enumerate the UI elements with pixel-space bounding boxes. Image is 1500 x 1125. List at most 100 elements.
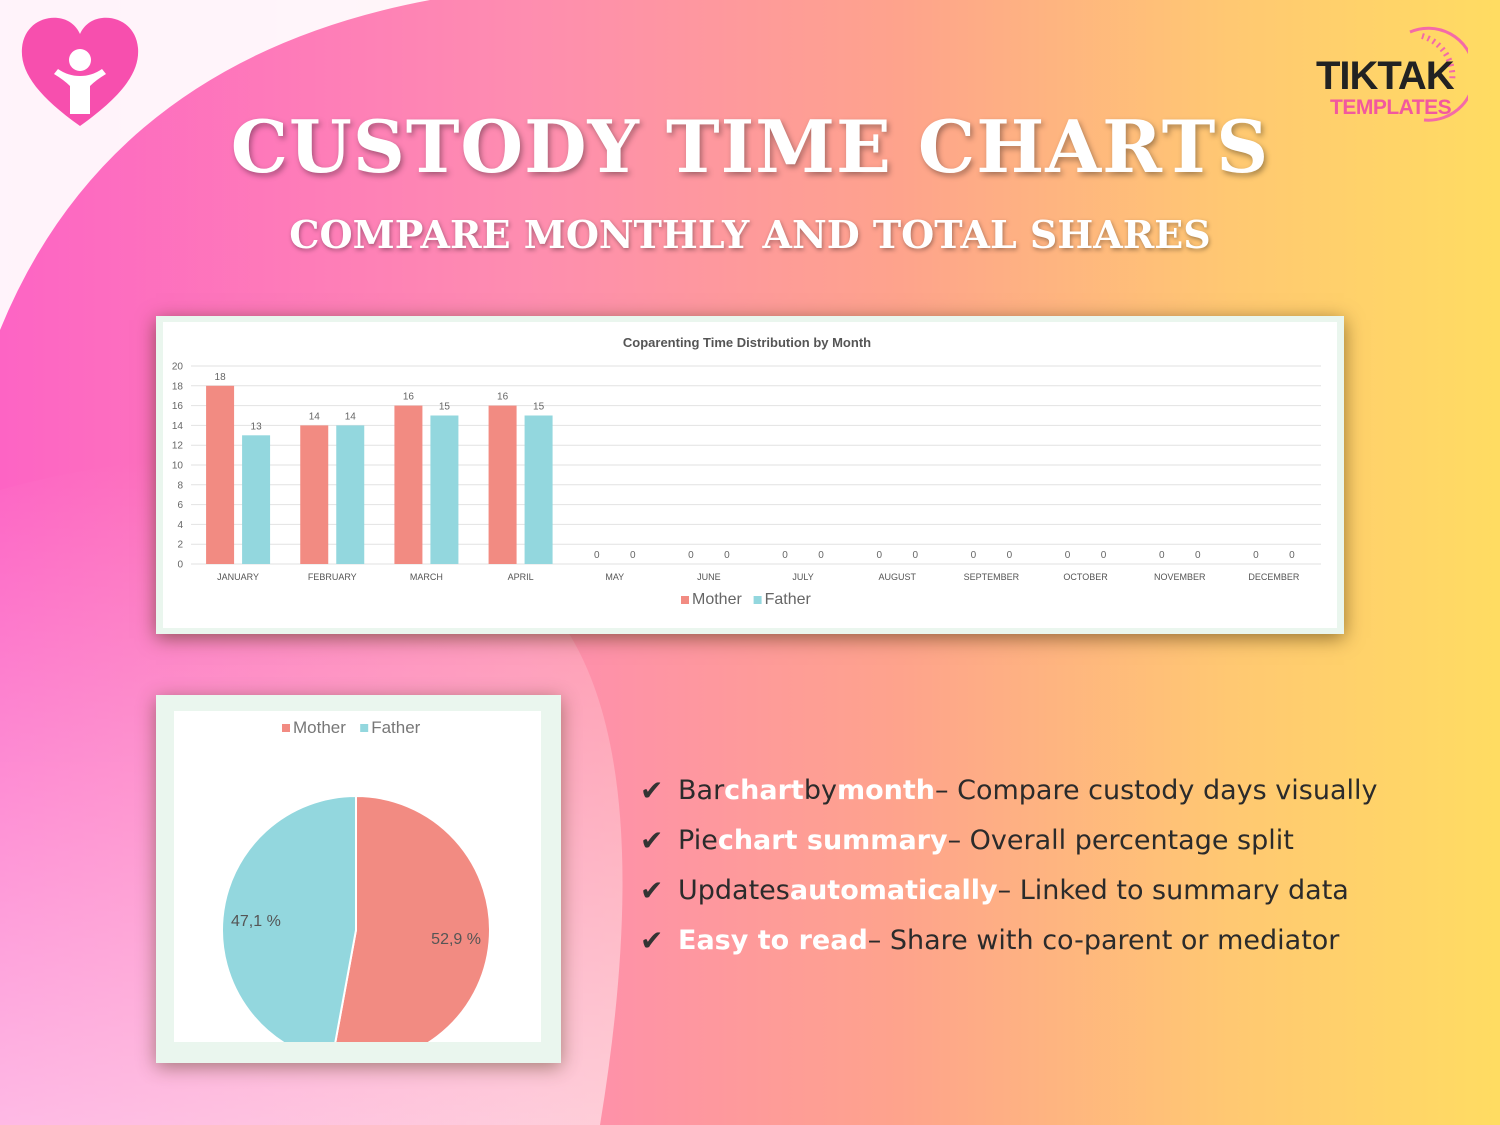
brand-ring [1409,26,1468,122]
bar [206,385,235,564]
bar [300,425,329,564]
feature-text: – Linked to summary data [997,874,1349,906]
data-label: 0 [818,550,824,561]
pie-slice [221,794,357,1063]
data-label: 0 [1195,550,1201,561]
x-tick-label: DECEMBER [1248,572,1300,582]
feature-item: ✔ Easy to read – Share with co-parent or … [640,915,1480,965]
feature-highlight: chart [724,774,804,806]
heart-person-icon [21,17,139,126]
feature-item: ✔ Pie chart summary – Overall percentage … [640,815,1480,865]
data-label: 16 [497,392,509,403]
legend-swatch [753,596,762,604]
feature-text: – Overall percentage split [947,824,1294,856]
brand-name: TIKTAK [1316,54,1455,98]
data-label: 0 [1159,550,1165,561]
check-icon: ✔ [640,773,664,807]
brand-subname: TEMPLATES [1330,96,1452,119]
data-label: 0 [1007,550,1013,561]
legend-label: Father [371,718,420,737]
y-tick-label: 0 [177,560,183,571]
bar-chart-card: Coparenting Time Distribution by Month 0 2… [156,316,1344,634]
check-icon: ✔ [640,873,664,907]
data-label: 0 [1289,550,1295,561]
legend-swatch [681,596,689,604]
bar-chart-panel: Coparenting Time Distribution by Month 0 2… [163,322,1337,628]
data-label: 13 [251,421,263,432]
pie-data-label: 52,9 % [431,931,481,948]
data-label: 14 [345,411,357,422]
x-tick-label: JUNE [697,572,721,582]
chart-title: Coparenting Time Distribution by Month [623,335,871,350]
y-tick-label: 10 [172,461,184,472]
pie-chart-panel: Mother Father 52,9 % 47,1 % [174,711,541,1065]
page-title: CUSTODY TIME CHARTS [230,104,1270,189]
feature-item: ✔ Updates automatically – Linked to summa… [640,865,1480,915]
feature-list: ✔ Bar chart by month – Compare custody da… [640,765,1480,965]
bar-chart: Coparenting Time Distribution by Month 0 2… [172,335,1321,608]
data-label: 15 [533,402,545,413]
x-tick-label: JULY [792,572,813,582]
page-subtitle: COMPARE MONTHLY AND TOTAL SHARES [289,212,1211,257]
y-tick-label: 16 [172,401,184,412]
y-tick-label: 20 [172,362,184,373]
y-tick-label: 18 [172,381,184,392]
feature-highlight: automatically [789,874,998,906]
legend-label: Mother [692,591,742,608]
feature-text: Pie [678,824,718,856]
data-label: 0 [912,550,918,561]
x-tick-label: FEBRUARY [308,572,357,582]
data-label: 0 [630,550,636,561]
bar [430,415,459,564]
feature-item: ✔ Bar chart by month – Compare custody da… [640,765,1480,815]
bar [336,425,365,564]
y-tick-label: 2 [177,540,183,551]
brand-logo: TIKTAK TEMPLATES [1312,22,1468,122]
y-tick-label: 8 [177,480,183,491]
x-tick-label: AUGUST [878,572,916,582]
bar [524,415,553,564]
y-tick-label: 6 [177,500,183,511]
legend-swatch [360,724,369,732]
feature-highlight: month [836,774,936,806]
data-label: 0 [971,550,977,561]
data-label: 18 [215,372,227,383]
x-tick-label: MAY [605,572,624,582]
legend-swatch [282,724,290,732]
pie-data-label: 47,1 % [231,913,281,930]
bar [394,405,423,564]
data-label: 0 [782,550,788,561]
pie-chart-card: Mother Father 52,9 % 47,1 % [156,695,561,1065]
data-label: 0 [876,550,882,561]
feature-highlight: chart summary [717,824,948,856]
x-tick-label: JANUARY [217,572,259,582]
y-tick-label: 14 [172,421,184,432]
data-label: 16 [403,392,415,403]
x-tick-label: SEPTEMBER [964,572,1020,582]
pie-chart: Mother Father 52,9 % 47,1 % [221,718,491,1065]
check-icon: ✔ [640,823,664,857]
data-label: 0 [688,550,694,561]
data-label: 14 [309,411,321,422]
feature-text: by [803,774,837,806]
data-label: 15 [439,402,451,413]
x-tick-label: APRIL [508,572,534,582]
feature-text: Updates [678,874,790,906]
data-label: 0 [1101,550,1107,561]
feature-text: – Share with co-parent or mediator [867,924,1340,956]
data-label: 0 [1065,550,1071,561]
feature-highlight: Easy to read [678,924,868,956]
bar [242,435,271,564]
y-tick-label: 4 [177,520,183,531]
x-tick-label: OCTOBER [1063,572,1108,582]
data-label: 0 [594,550,600,561]
feature-text: Bar [678,774,725,806]
legend-label: Mother [293,718,346,737]
data-label: 0 [1253,550,1259,561]
feature-text: – Compare custody days visually [935,774,1378,806]
legend-label: Father [765,591,812,608]
data-label: 0 [724,550,730,561]
y-tick-label: 12 [172,441,184,452]
x-tick-label: NOVEMBER [1154,572,1206,582]
x-tick-label: MARCH [410,572,443,582]
